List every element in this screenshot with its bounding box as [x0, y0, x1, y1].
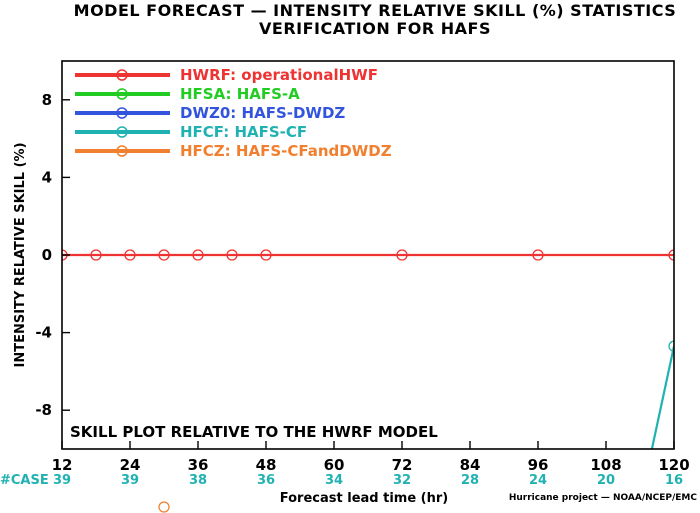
legend-entry-1: HFSA: HAFS-A [180, 85, 300, 103]
case-counts: 39 39 38 36 34 32 28 24 20 16 [53, 473, 683, 488]
case-count: 38 [189, 473, 207, 488]
series-point [226, 249, 238, 261]
series-point [668, 340, 674, 352]
x-tick-label: 24 [120, 456, 141, 474]
y-tick-label: 4 [42, 168, 52, 186]
case-count: 39 [121, 473, 139, 488]
legend-marker-2 [116, 107, 128, 119]
x-tick-label: 120 [658, 456, 689, 474]
series-point [192, 249, 204, 261]
x-tick-label: 12 [52, 456, 73, 474]
chart-title-line-2: VERIFICATION FOR HAFS [259, 19, 491, 38]
case-count: 24 [529, 473, 547, 488]
legend-entry-2: DWZ0: HAFS-DWDZ [180, 104, 345, 122]
case-label: #CASE [0, 473, 49, 488]
x-tick-label: 48 [256, 456, 277, 474]
series-point [158, 249, 170, 261]
y-tick-label: 8 [42, 91, 52, 109]
legend-entry-0: HWRF: operationalHWF [180, 66, 378, 84]
legend-marker-3 [116, 126, 128, 138]
x-tick-label: 84 [460, 456, 481, 474]
series-point [396, 249, 408, 261]
case-count: 39 [53, 473, 71, 488]
case-count: 34 [325, 473, 343, 488]
chart-title-line-1: MODEL FORECAST — INTENSITY RELATIVE SKIL… [74, 1, 677, 20]
series-point [260, 249, 272, 261]
x-axis-label: Forecast lead time (hr) [280, 491, 448, 506]
x-tick-label: 72 [392, 456, 413, 474]
legend-marker-1 [116, 88, 128, 100]
series-point [90, 249, 102, 261]
case-count: 36 [257, 473, 275, 488]
case-count: 28 [461, 473, 479, 488]
skill-annotation: SKILL PLOT RELATIVE TO THE HWRF MODEL [70, 423, 438, 441]
stray-marker [158, 501, 170, 513]
y-tick-label: -4 [35, 324, 52, 342]
legend-marker-0 [116, 69, 128, 81]
x-tick-label: 96 [528, 456, 549, 474]
x-tick-label: 108 [590, 456, 621, 474]
series-point [124, 249, 136, 261]
series-point [668, 249, 674, 261]
case-count: 20 [597, 473, 615, 488]
series-line-3 [650, 345, 674, 449]
legend-marker-4 [116, 145, 128, 157]
series-point [532, 249, 544, 261]
legend-entry-4: HFCZ: HAFS-CFandDWDZ [180, 142, 392, 160]
case-count: 16 [665, 473, 683, 488]
credit-text: Hurricane project — NOAA/NCEP/EMC [509, 493, 698, 503]
y-axis-label: INTENSITY RELATIVE SKILL (%) [13, 142, 28, 367]
case-count: 32 [393, 473, 411, 488]
y-tick-label: -8 [35, 401, 52, 419]
legend-entry-3: HFCF: HAFS-CF [180, 123, 307, 141]
x-tick-label: 60 [324, 456, 345, 474]
y-tick-label: 0 [42, 246, 52, 264]
x-tick-label: 36 [188, 456, 209, 474]
series-layer [62, 249, 674, 449]
